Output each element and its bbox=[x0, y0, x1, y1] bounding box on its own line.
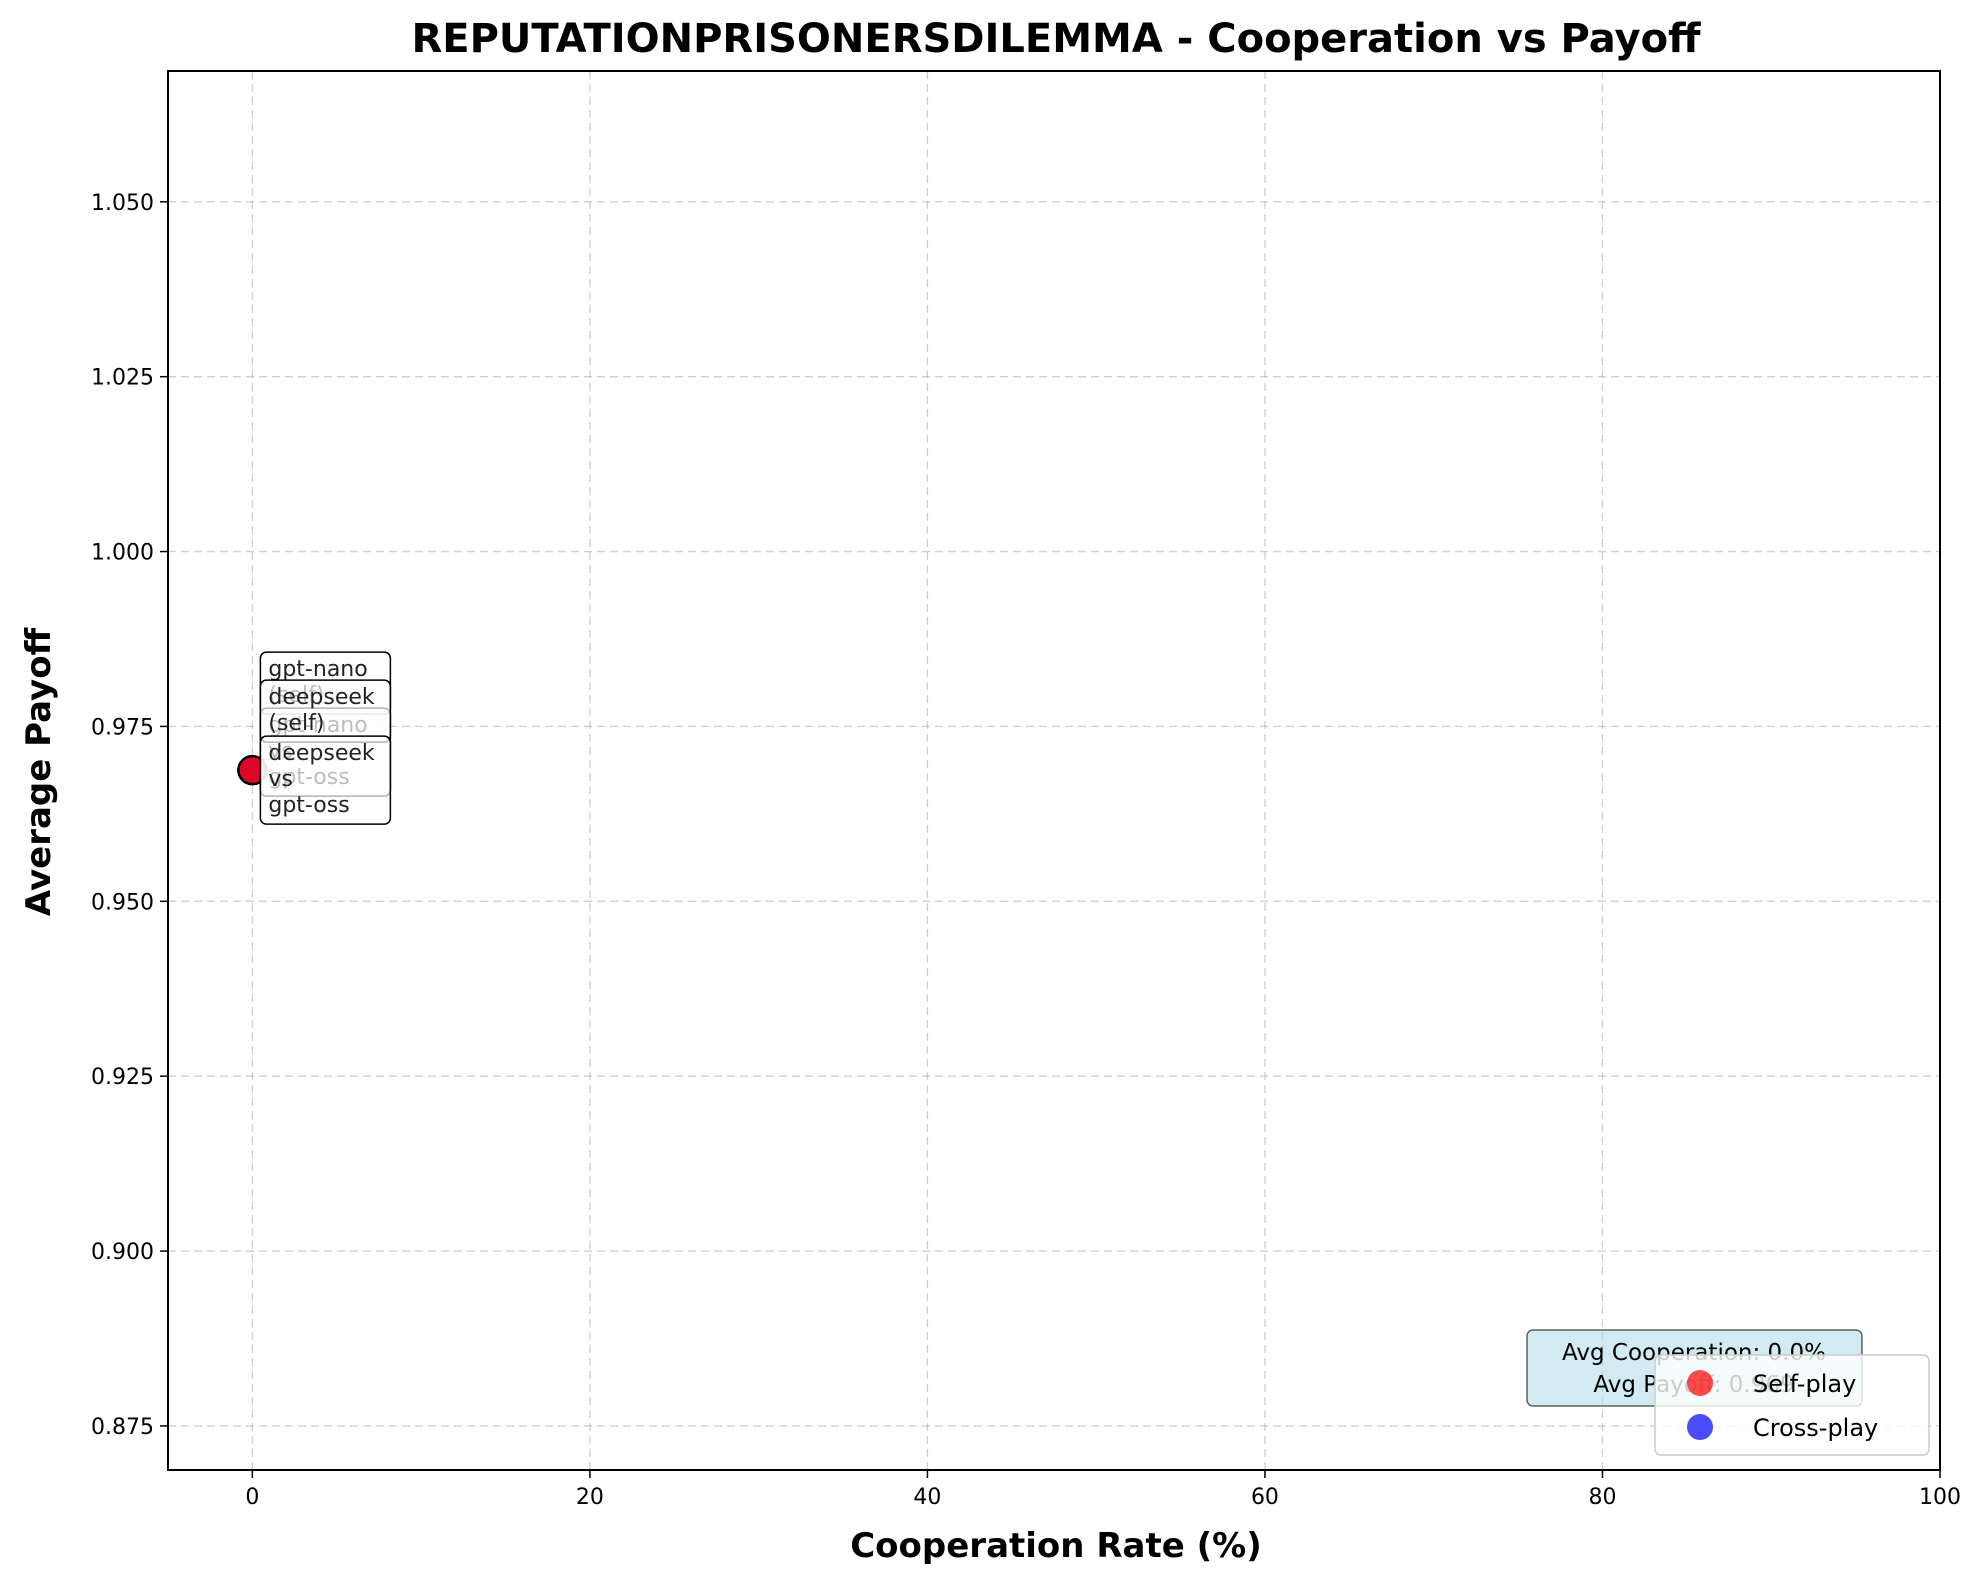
x-tick-label: 60 bbox=[1251, 1485, 1279, 1510]
y-tick-label: 0.925 bbox=[91, 1065, 154, 1090]
x-tick-label: 100 bbox=[1919, 1485, 1961, 1510]
annotation-text: deepseek bbox=[268, 741, 375, 766]
annotation-box bbox=[259, 735, 392, 825]
annotation-text: gpt-nano bbox=[268, 657, 367, 682]
x-tick-label: 20 bbox=[576, 1485, 604, 1510]
y-axis: 0.875 0.900 0.925 0.950 0.975 1.000 1.025 1.050 bbox=[91, 191, 168, 1440]
x-tick-label: 40 bbox=[913, 1485, 941, 1510]
point-annotations: gpt-nano(self)gpt-nanovsgpt-ossdeepseek(… bbox=[259, 651, 392, 825]
x-axis-label: Cooperation Rate (%) bbox=[850, 1526, 1262, 1566]
y-tick-label: 1.025 bbox=[91, 366, 154, 391]
y-axis-label: Average Payoff bbox=[19, 627, 59, 916]
y-tick-label: 0.950 bbox=[91, 890, 154, 915]
y-tick-label: 1.050 bbox=[91, 191, 154, 216]
x-axis: 0 20 40 60 80 100 bbox=[245, 1470, 1961, 1510]
legend-marker bbox=[1687, 1414, 1713, 1440]
legend-marker bbox=[1687, 1370, 1713, 1396]
legend-box bbox=[1654, 1354, 1930, 1456]
chart-title: REPUTATIONPRISONERSDILEMMA - Cooperation… bbox=[411, 16, 1701, 62]
y-tick-label: 0.900 bbox=[91, 1240, 154, 1265]
annotation-text: (self) bbox=[268, 711, 324, 736]
x-tick-label: 80 bbox=[1588, 1485, 1616, 1510]
legend-label: Cross-play bbox=[1753, 1414, 1878, 1442]
legend-label: Self-play bbox=[1753, 1370, 1856, 1398]
plot-frame bbox=[167, 70, 1941, 1471]
annotation-text: gpt-oss bbox=[268, 793, 349, 818]
annotation-text: vs bbox=[268, 767, 292, 792]
grid bbox=[168, 71, 1941, 1470]
x-tick-label: 0 bbox=[245, 1485, 259, 1510]
y-tick-label: 1.000 bbox=[91, 541, 154, 566]
y-tick-label: 0.975 bbox=[91, 715, 154, 740]
annotation-text: deepseek bbox=[268, 685, 375, 710]
y-tick-label: 0.875 bbox=[91, 1415, 154, 1440]
legend: Self-play Cross-play bbox=[1654, 1354, 1930, 1456]
point-annotation: deepseek(self) bbox=[259, 679, 392, 743]
